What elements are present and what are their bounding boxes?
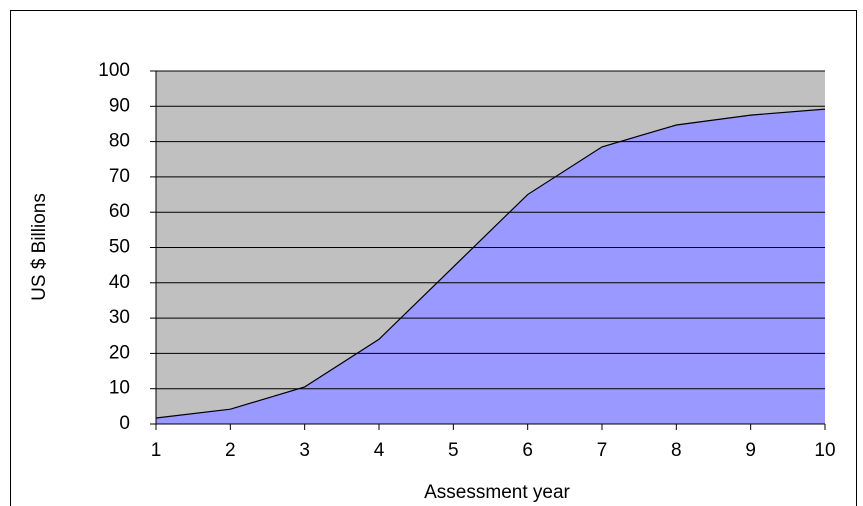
chart-frame <box>10 10 857 506</box>
y-tick-label: 30 <box>109 307 130 328</box>
y-tick-label: 90 <box>109 95 130 116</box>
y-axis-label: US $ Billions <box>29 193 50 301</box>
y-tick-label: 20 <box>109 342 130 363</box>
y-tick-label: 0 <box>119 413 130 434</box>
x-tick-label: 3 <box>299 440 310 461</box>
area <box>156 109 825 425</box>
y-tick-label: 50 <box>109 237 130 258</box>
y-tick-label: 80 <box>109 131 130 152</box>
y-tick-label: 40 <box>109 272 130 293</box>
x-tick-label: 1 <box>151 440 162 461</box>
y-tick-label: 70 <box>109 166 130 187</box>
x-tick-label: 6 <box>522 440 533 461</box>
x-tick-label: 4 <box>374 440 385 461</box>
x-tick-label: 2 <box>225 440 236 461</box>
area-line <box>155 108 826 419</box>
x-axis-label: Assessment year <box>424 482 570 503</box>
x-tick-label: 9 <box>745 440 756 461</box>
x-tick-label: 5 <box>448 440 459 461</box>
y-tick-label: 60 <box>109 201 130 222</box>
y-tick-label: 10 <box>109 378 130 399</box>
x-tick-label: 8 <box>671 440 682 461</box>
y-tick-label: 100 <box>98 60 130 81</box>
x-tick-label: 7 <box>597 440 608 461</box>
x-tick-label: 10 <box>814 440 835 461</box>
